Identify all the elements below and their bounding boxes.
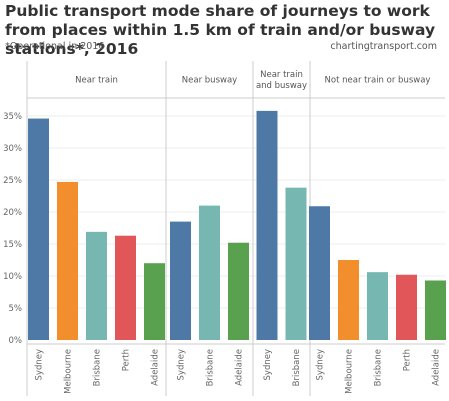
y-tick-label: 15%: [3, 240, 22, 250]
chart-source: chartingtransport.com: [330, 41, 437, 52]
bar-adelaide: [228, 242, 249, 340]
bar-perth: [115, 235, 136, 340]
x-tick-label: Adelaide: [151, 349, 161, 386]
x-tick-label: Sydney: [263, 349, 273, 380]
bar-brisbane: [285, 187, 307, 340]
bar-brisbane: [86, 231, 107, 340]
x-tick-label: Adelaide: [432, 349, 442, 386]
bar-perth: [396, 274, 417, 340]
bar-brisbane: [367, 272, 388, 340]
y-tick-label: 0%: [9, 336, 23, 346]
bar-sydney: [170, 221, 191, 340]
y-tick-label: 20%: [3, 208, 22, 218]
x-tick-label: Melbourne: [345, 349, 355, 394]
x-tick-label: Sydney: [316, 349, 326, 380]
panel-title: Not near train or busway: [325, 76, 431, 86]
x-tick-label: Sydney: [177, 349, 187, 380]
x-tick-label: Melbourne: [64, 349, 74, 394]
panel-title: Near train: [260, 70, 303, 80]
bar-sydney: [256, 110, 278, 340]
y-tick-label: 5%: [9, 304, 23, 314]
bar-sydney: [28, 118, 49, 340]
x-tick-label: Sydney: [35, 349, 45, 380]
x-tick-label: Brisbane: [206, 349, 216, 386]
bar-sydney: [309, 206, 330, 340]
x-tick-label: Brisbane: [374, 349, 384, 386]
panel-title: and busway: [256, 81, 307, 91]
bar-brisbane: [199, 205, 220, 340]
y-tick-label: 10%: [3, 272, 22, 282]
bar-adelaide: [425, 280, 446, 340]
chart-title: Public transport mode share of journeys …: [5, 2, 436, 58]
panel-title: Near train: [75, 76, 118, 86]
y-tick-label: 35%: [3, 112, 22, 122]
x-tick-label: Perth: [403, 349, 413, 371]
bar-adelaide: [144, 263, 165, 340]
bar-melbourne: [57, 181, 78, 340]
bar-melbourne: [338, 260, 359, 340]
chart-footnote: *Operational in 2016: [5, 41, 105, 52]
x-tick-label: Perth: [122, 349, 132, 371]
panel-title: Near busway: [182, 76, 237, 86]
x-tick-label: Brisbane: [292, 349, 302, 386]
y-tick-label: 30%: [3, 144, 22, 154]
x-tick-label: Brisbane: [93, 349, 103, 386]
x-tick-label: Adelaide: [235, 349, 245, 386]
y-tick-label: 25%: [3, 176, 22, 186]
